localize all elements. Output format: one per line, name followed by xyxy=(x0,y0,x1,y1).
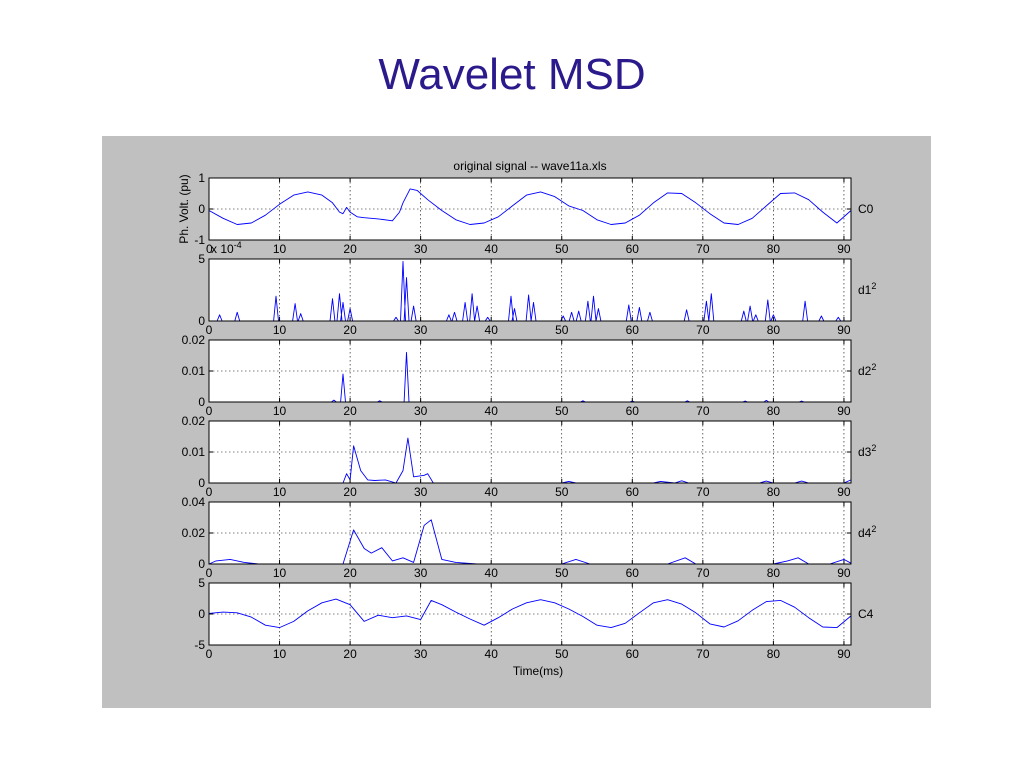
xtick-label-zero-c0: 0 xyxy=(206,242,213,256)
xtick-label-c4: 20 xyxy=(343,647,357,661)
xtick-label-d1: 80 xyxy=(767,323,781,337)
xtick-label-c0: 50 xyxy=(555,242,569,256)
xtick-label-d1: 40 xyxy=(485,323,499,337)
xtick-label-d2: 50 xyxy=(555,404,569,418)
slide-title: Wavelet MSD xyxy=(378,50,646,99)
ytick-label-d4: 0 xyxy=(198,557,205,571)
xtick-label-c4: 30 xyxy=(414,647,428,661)
ytick-label-c0: -1 xyxy=(194,233,205,247)
xtick-label-d4: 40 xyxy=(485,566,499,580)
axes-frame-d1 xyxy=(208,258,852,322)
xtick-label-d1: 90 xyxy=(837,323,851,337)
xtick-label-d4: 10 xyxy=(273,566,287,580)
xtick-label-d3: 40 xyxy=(485,485,499,499)
series-label-d2: d22 xyxy=(858,362,876,378)
xtick-label-c4: 50 xyxy=(555,647,569,661)
xtick-label-d2: 90 xyxy=(837,404,851,418)
xtick-label-d1: 50 xyxy=(555,323,569,337)
xtick-label-d1: 0 xyxy=(206,323,213,337)
ylabel: Ph. Volt. (pu) xyxy=(177,174,191,243)
xtick-label-c0: 80 xyxy=(767,242,781,256)
xtick-label-d2: 40 xyxy=(485,404,499,418)
ytick-label-d2: 0.01 xyxy=(182,364,206,378)
xtick-label-c4: 80 xyxy=(767,647,781,661)
xtick-label-c0: 30 xyxy=(414,242,428,256)
xtick-label-c4: 60 xyxy=(626,647,640,661)
ytick-label-c0: 0 xyxy=(198,202,205,216)
series-label-sup-d3: 2 xyxy=(871,443,876,453)
xtick-label-d1: 70 xyxy=(696,323,710,337)
xtick-label-c0: 20 xyxy=(343,242,357,256)
xtick-label-d3: 70 xyxy=(696,485,710,499)
series-label-c4: C4 xyxy=(858,607,874,621)
xtick-label-d4: 80 xyxy=(767,566,781,580)
xtick-label-c4: 10 xyxy=(273,647,287,661)
xtick-label-d3: 0 xyxy=(206,485,213,499)
series-label-sup-d1: 2 xyxy=(871,281,876,291)
xtick-label-d3: 10 xyxy=(273,485,287,499)
ytick-label-c0: 1 xyxy=(198,171,205,185)
xtick-label-d4: 20 xyxy=(343,566,357,580)
xlabel: Time(ms) xyxy=(513,664,563,678)
ytick-label-d3: 0 xyxy=(198,476,205,490)
series-label-d3: d32 xyxy=(858,443,876,459)
series-line-c4 xyxy=(208,598,852,629)
ytick-label-d3: 0.01 xyxy=(182,445,206,459)
xtick-label-c4: 0 xyxy=(206,647,213,661)
xtick-label-d4: 50 xyxy=(555,566,569,580)
xtick-label-c0: 70 xyxy=(696,242,710,256)
ytick-label-d3: 0.02 xyxy=(182,414,206,428)
xtick-label-d4: 90 xyxy=(837,566,851,580)
ytick-label-c4: 5 xyxy=(198,576,205,590)
ytick-label-d2: 0.02 xyxy=(182,333,206,347)
series-label-c0: C0 xyxy=(858,202,874,216)
xtick-label-c0: 10 xyxy=(273,242,287,256)
ytick-label-c4: 0 xyxy=(198,607,205,621)
xtick-label-d1: 20 xyxy=(343,323,357,337)
figure-panel: original signal -- wave11a.xls 10 20 30 40 50… xyxy=(102,136,931,708)
xtick-label-d3: 60 xyxy=(626,485,640,499)
ytick-label-c4: -5 xyxy=(194,638,205,652)
xtick-label-d2: 70 xyxy=(696,404,710,418)
xtick-label-d2: 60 xyxy=(626,404,640,418)
xtick-label-d3: 90 xyxy=(837,485,851,499)
xtick-label-d4: 30 xyxy=(414,566,428,580)
series-label-sup-d4: 2 xyxy=(871,524,876,534)
xtick-label-d3: 50 xyxy=(555,485,569,499)
ytick-label-d1: 5 xyxy=(198,252,205,266)
xtick-label-d4: 0 xyxy=(206,566,213,580)
exponent-label: x 10-4 xyxy=(211,240,242,256)
exponent-power: -4 xyxy=(234,240,242,250)
xtick-label-d3: 30 xyxy=(414,485,428,499)
xtick-label-c4: 40 xyxy=(485,647,499,661)
figure-title: original signal -- wave11a.xls xyxy=(453,159,606,173)
xtick-label-d3: 80 xyxy=(767,485,781,499)
xtick-label-c0: 90 xyxy=(837,242,851,256)
series-label-d1: d12 xyxy=(858,281,876,297)
xtick-label-d2: 20 xyxy=(343,404,357,418)
ytick-label-d4: 0.02 xyxy=(182,526,206,540)
series-label-d4: d42 xyxy=(858,524,876,540)
xtick-label-d4: 60 xyxy=(626,566,640,580)
ytick-label-d4: 0.04 xyxy=(182,495,206,509)
xtick-label-c4: 70 xyxy=(696,647,710,661)
xtick-label-d2: 30 xyxy=(414,404,428,418)
xtick-label-d1: 10 xyxy=(273,323,287,337)
xtick-label-d4: 70 xyxy=(696,566,710,580)
xtick-label-d1: 60 xyxy=(626,323,640,337)
xtick-label-d1: 30 xyxy=(414,323,428,337)
ytick-label-d1: 0 xyxy=(198,314,205,328)
xtick-label-c0: 60 xyxy=(626,242,640,256)
ytick-label-d2: 0 xyxy=(198,395,205,409)
xtick-label-c0: 40 xyxy=(485,242,499,256)
xtick-label-d2: 0 xyxy=(206,404,213,418)
xtick-label-d3: 20 xyxy=(343,485,357,499)
xtick-label-d2: 10 xyxy=(273,404,287,418)
series-line-c0 xyxy=(208,188,852,225)
xtick-label-c4: 90 xyxy=(837,647,851,661)
xtick-label-d2: 80 xyxy=(767,404,781,418)
series-label-sup-d2: 2 xyxy=(871,362,876,372)
